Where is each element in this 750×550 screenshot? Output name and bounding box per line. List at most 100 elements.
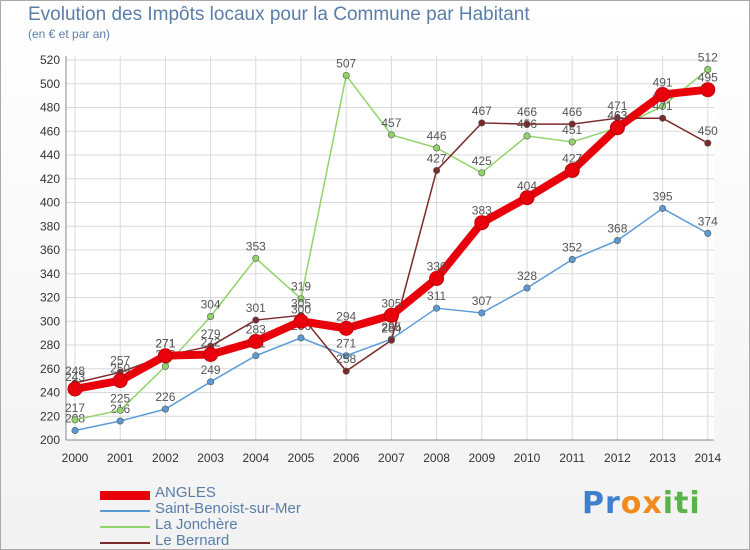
data-label-saint-benoist-sur-mer: 395: [653, 189, 673, 203]
y-tick-label: 460: [40, 124, 60, 138]
data-label-saint-benoist-sur-mer: 311: [427, 289, 446, 303]
x-tick-label: 2008: [423, 451, 450, 465]
data-point-angles: [293, 313, 309, 329]
y-tick-label: 240: [40, 386, 60, 400]
data-point-saint-benoist-sur-mer: [523, 284, 531, 292]
data-point-la-jonchere: [568, 138, 576, 146]
data-point-angles: [338, 320, 354, 336]
data-point-angles: [655, 86, 671, 102]
data-point-angles: [248, 333, 264, 349]
data-label-saint-benoist-sur-mer: 374: [698, 214, 718, 228]
data-label-la-jonchere: 512: [698, 51, 718, 65]
data-point-angles: [112, 373, 128, 389]
data-point-saint-benoist-sur-mer: [116, 417, 124, 425]
data-point-le-bernard: [704, 139, 712, 147]
data-point-angles: [429, 271, 445, 286]
data-point-angles: [203, 347, 219, 362]
data-point-la-jonchere: [297, 295, 305, 303]
legend-label-angles: ANGLES: [155, 484, 216, 501]
data-label-angles: 300: [291, 302, 311, 316]
logo-letter: P: [582, 486, 605, 521]
data-label-angles: 271: [155, 337, 175, 351]
data-label-la-jonchere: 353: [246, 239, 266, 253]
data-label-le-bernard: 257: [110, 353, 130, 367]
chart-subtitle: (en € et par an): [28, 27, 111, 41]
y-tick-label: 360: [40, 243, 60, 257]
data-label-la-jonchere: 217: [65, 401, 85, 415]
data-label-la-jonchere: 457: [381, 116, 401, 130]
legend-item-saint-benoist: Saint-Benoist-sur-Mer: [100, 500, 400, 518]
data-point-saint-benoist-sur-mer: [659, 204, 667, 212]
logo-letter: o: [620, 486, 643, 521]
x-tick-label: 2011: [559, 451, 585, 465]
data-label-angles: 495: [698, 71, 718, 85]
data-label-angles: 491: [653, 75, 673, 89]
data-point-la-jonchere: [342, 71, 350, 79]
logo-letter: r: [605, 486, 621, 521]
data-label-la-jonchere: 446: [427, 129, 447, 143]
x-tick-label: 2005: [288, 451, 315, 465]
proxiti-logo: Proxiti: [582, 486, 701, 521]
data-point-angles: [519, 190, 535, 206]
data-point-la-jonchere: [523, 132, 531, 140]
x-tick-label: 2006: [333, 451, 360, 465]
data-point-saint-benoist-sur-mer: [613, 237, 621, 245]
data-point-le-bernard: [252, 316, 260, 324]
x-tick-label: 2003: [197, 451, 224, 465]
x-tick-label: 2001: [107, 451, 134, 465]
logo-letter: i: [662, 486, 675, 521]
legend-label-le-bernard: Le Bernard: [155, 532, 230, 549]
data-point-la-jonchere: [116, 406, 124, 414]
data-point-la-jonchere: [704, 66, 712, 74]
data-label-le-bernard: 305: [291, 296, 311, 310]
data-label-angles: 427: [562, 151, 582, 165]
data-point-la-jonchere: [433, 144, 441, 152]
data-label-saint-benoist-sur-mer: 368: [607, 222, 627, 236]
data-point-la-jonchere: [387, 131, 395, 139]
y-tick-label: 500: [40, 77, 60, 91]
data-point-saint-benoist-sur-mer: [433, 304, 441, 312]
data-point-le-bernard: [523, 120, 531, 128]
data-label-le-bernard: 248: [65, 364, 85, 378]
legend-item-angles: ANGLES: [100, 484, 400, 502]
data-label-le-bernard: 258: [336, 352, 356, 366]
x-tick-label: 2014: [694, 451, 721, 465]
data-point-la-jonchere: [659, 102, 667, 110]
data-point-la-jonchere: [161, 362, 169, 370]
chart-title: Evolution des Impôts locaux pour la Comm…: [28, 4, 530, 25]
logo-letter: t: [674, 486, 690, 521]
data-label-le-bernard: 279: [201, 327, 221, 341]
x-tick-label: 2012: [604, 451, 631, 465]
data-point-saint-benoist-sur-mer: [478, 309, 486, 317]
data-point-le-bernard: [478, 119, 486, 127]
data-label-le-bernard: 467: [472, 104, 492, 118]
data-point-le-bernard: [387, 336, 395, 344]
data-label-saint-benoist-sur-mer: 307: [472, 294, 492, 308]
data-label-saint-benoist-sur-mer: 352: [562, 241, 582, 255]
legend-label-saint-benoist: Saint-Benoist-sur-Mer: [155, 500, 301, 517]
logo-letter: x: [642, 486, 663, 521]
y-tick-label: 480: [40, 101, 60, 115]
y-tick-label: 420: [40, 172, 60, 186]
x-tick-label: 2002: [152, 451, 179, 465]
data-label-saint-benoist-sur-mer: 226: [155, 390, 175, 404]
data-label-angles: 383: [472, 204, 492, 218]
logo-letter: i: [689, 486, 701, 521]
x-tick-label: 2007: [378, 451, 405, 465]
data-point-saint-benoist-sur-mer: [71, 426, 79, 434]
x-tick-label: 2004: [242, 451, 269, 465]
data-point-la-jonchere: [478, 169, 486, 177]
legend-swatch-le-bernard: [100, 542, 150, 544]
legend-swatch-la-jonchere: [100, 526, 150, 528]
data-point-le-bernard: [659, 114, 667, 122]
data-label-le-bernard: 427: [427, 151, 447, 165]
data-point-saint-benoist-sur-mer: [161, 405, 169, 413]
data-label-angles: 305: [381, 296, 401, 310]
data-label-angles: 463: [607, 109, 627, 123]
x-tick-label: 2010: [514, 451, 541, 465]
data-point-saint-benoist-sur-mer: [252, 352, 260, 360]
data-label-la-jonchere: 225: [110, 391, 130, 405]
data-label-la-jonchere: 451: [562, 123, 582, 137]
data-label-la-jonchere: 304: [201, 298, 221, 312]
